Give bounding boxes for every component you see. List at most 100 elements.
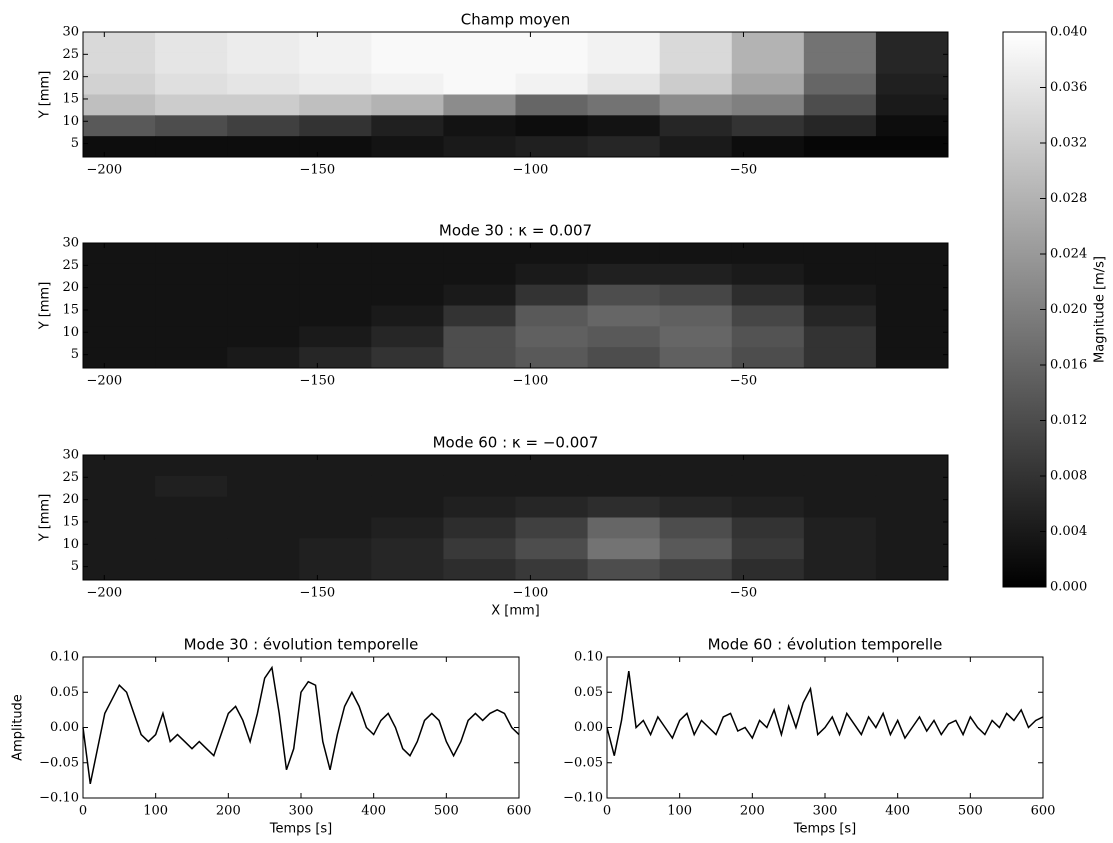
heatmap-cell [371, 263, 444, 286]
heatmap-cell [227, 32, 300, 54]
heatmap-cell [875, 517, 949, 539]
heatmap-cell [515, 455, 589, 477]
heatmap-cell [731, 559, 805, 581]
heatmap-cell [443, 538, 516, 560]
x-axis-label: X [mm] [491, 604, 540, 619]
heatmap-cell [371, 559, 444, 581]
heatmap-cell [299, 475, 372, 498]
heatmap-cell [299, 115, 372, 137]
heatmap-cell [587, 455, 661, 477]
heatmap-cell [155, 455, 228, 477]
heatmap-cell [515, 115, 589, 137]
heatmap-cell [803, 326, 877, 348]
heatmap-cell [155, 263, 228, 286]
heatmap-cell [875, 136, 949, 158]
x-tick-label: −150 [300, 374, 336, 389]
heatmap-cell [443, 263, 516, 286]
heatmap-cell [587, 517, 661, 539]
heatmap-cell [155, 496, 228, 518]
x-tick-label: −50 [730, 374, 757, 389]
heatmap-cell [83, 284, 156, 306]
heatmap-cell [371, 136, 444, 158]
y-tick-label: 20 [62, 69, 79, 84]
heatmap-cell [443, 475, 516, 498]
heatmap-cell [587, 305, 661, 327]
chart-title: Mode 60 : κ = −0.007 [433, 434, 599, 452]
heatmap-cell [659, 136, 733, 158]
heatmap-cell [443, 243, 516, 265]
heatmap-cell [155, 52, 228, 75]
y-tick-label: 0.10 [574, 650, 603, 665]
heatmap-cell [371, 243, 444, 265]
heatmap-cell [371, 475, 444, 498]
heatmap-cell [659, 32, 733, 54]
heatmap-cell [227, 52, 300, 75]
heatmap-cell [731, 455, 805, 477]
heatmap-cell [875, 326, 949, 348]
heatmap-cell [731, 115, 805, 137]
heatmap-cell [371, 52, 444, 75]
heatmap-cell [875, 475, 949, 498]
y-tick-label: 30 [62, 448, 79, 463]
y-tick-label: 30 [62, 236, 79, 251]
heatmap-cell [299, 517, 372, 539]
chart-title: Mode 60 : évolution temporelle [708, 636, 943, 654]
heatmap-cell [515, 538, 589, 560]
heatmap-cell [803, 284, 877, 306]
heatmap-cell [659, 326, 733, 348]
heatmap-cell [83, 243, 156, 265]
colorbar-tick-label: 0.024 [1050, 247, 1087, 262]
heatmap-cell [299, 243, 372, 265]
heatmap-cell [587, 347, 661, 369]
heatmap-cell [443, 52, 516, 75]
heatmap-cell [731, 496, 805, 518]
heatmap-cell [515, 284, 589, 306]
heatmap-cell [443, 326, 516, 348]
colorbar-tick-label: 0.000 [1050, 580, 1087, 595]
heatmap-cell [299, 326, 372, 348]
heatmap-cell [731, 347, 805, 369]
y-tick-label: −0.05 [39, 755, 79, 770]
heatmap-cell [83, 496, 156, 518]
heatmap-cell [155, 347, 228, 369]
heatmap-cell [515, 347, 589, 369]
heatmap-cell [803, 538, 877, 560]
heatmap-cell [227, 263, 300, 286]
heatmap-cell [443, 284, 516, 306]
heatmap-cell [155, 115, 228, 137]
heatmap-cell [875, 94, 949, 116]
heatmap-cell [587, 243, 661, 265]
x-tick-label: 600 [1031, 804, 1056, 819]
x-tick-label: 500 [434, 804, 459, 819]
heatmap-cell [875, 559, 949, 581]
heatmap-cell [803, 455, 877, 477]
heatmap-cell [227, 326, 300, 348]
heatmap-cell [803, 305, 877, 327]
heatmap-cell [371, 32, 444, 54]
heatmap-cell [227, 517, 300, 539]
heatmap-cell [227, 455, 300, 477]
heatmap-cell [443, 305, 516, 327]
y-tick-label: 30 [62, 25, 79, 40]
line-series [606, 670, 1044, 756]
y-tick-label: 25 [62, 258, 79, 273]
heatmap-cell [155, 517, 228, 539]
heatmap-cell [659, 475, 733, 498]
heatmap-cell [443, 94, 516, 116]
heatmap-cell [83, 115, 156, 137]
heatmap-cell [299, 73, 372, 95]
heatmap-cell [83, 52, 156, 75]
colorbar-tick-label: 0.040 [1050, 25, 1087, 40]
heatmap-cell [875, 243, 949, 265]
heatmap-cell [83, 305, 156, 327]
heatmap-cell [803, 94, 877, 116]
colorbar-tick-label: 0.016 [1050, 358, 1087, 373]
heatmap-cell [731, 136, 805, 158]
heatmap-cell [515, 263, 589, 286]
heatmap-cell [299, 347, 372, 369]
x-tick-label: −50 [730, 163, 757, 178]
heatmap-cell [227, 496, 300, 518]
heatmap-cell [443, 136, 516, 158]
heatmap-cell [227, 73, 300, 95]
heatmap-cell [83, 136, 156, 158]
